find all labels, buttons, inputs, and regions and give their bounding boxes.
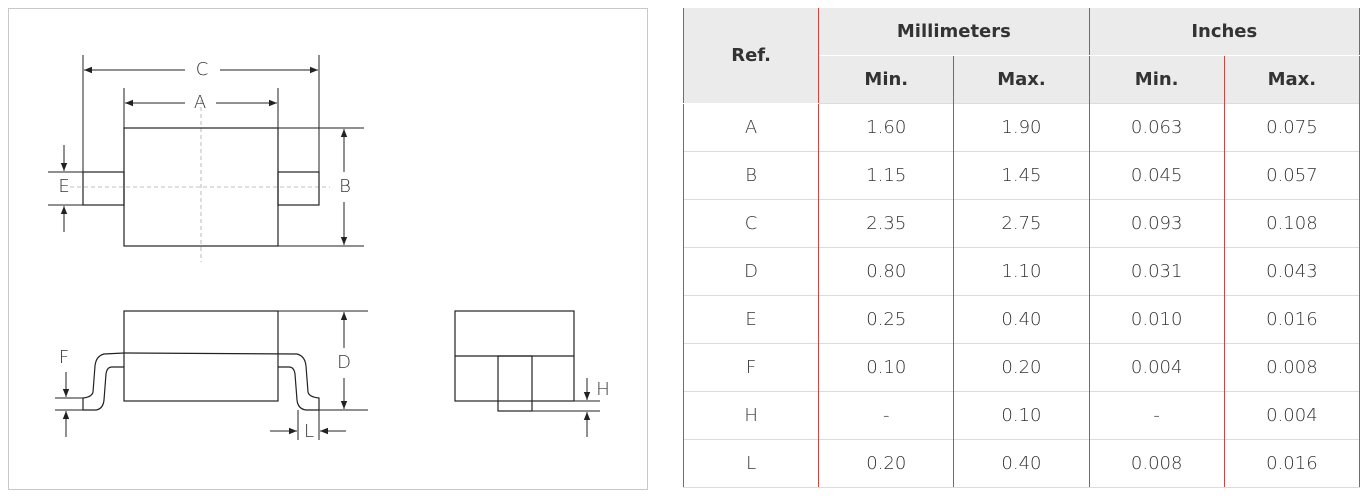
table-cell: E — [682, 295, 820, 344]
table-cell: A — [682, 103, 820, 152]
table-cell: 0.045 — [1088, 151, 1225, 200]
header-cell: Millimeters — [818, 8, 1090, 56]
dimension-label: L — [304, 421, 314, 442]
table-cell: 0.057 — [1223, 151, 1361, 200]
dimension-table: Ref. Millimeters Inches Min. Max. Min. M… — [682, 8, 1361, 488]
table-cell: 0.075 — [1223, 103, 1361, 152]
table-cell: 0.40 — [953, 439, 1090, 488]
table-row: B 1.15 1.45 0.045 0.057 — [682, 151, 1361, 200]
table-cell: 0.20 — [818, 439, 955, 488]
table-cell: 0.016 — [1223, 295, 1361, 344]
table-cell: 0.016 — [1223, 439, 1361, 488]
table-cell: 2.35 — [818, 199, 955, 248]
table-cell: C — [682, 199, 820, 248]
dimension-labels: CA E B F D L H — [58, 59, 609, 442]
dimension-lines — [48, 55, 600, 440]
table-cell: 0.008 — [1088, 439, 1225, 488]
header-cell: Max. — [1223, 55, 1361, 104]
table-cell: 0.008 — [1223, 343, 1361, 392]
table-cell: - — [1088, 391, 1225, 440]
table-cell: 0.20 — [953, 343, 1090, 392]
table-row: A 1.60 1.90 0.063 0.075 — [682, 103, 1361, 152]
header-cell: Min. — [1088, 55, 1225, 104]
table-cell: 1.60 — [818, 103, 955, 152]
table-cell: 0.80 — [818, 247, 955, 296]
dimension-label: A — [194, 92, 206, 113]
header-cell: Ref. — [682, 8, 820, 104]
dimension-label: F — [59, 347, 69, 368]
table-cell: 0.10 — [818, 343, 955, 392]
table-cell: B — [682, 151, 820, 200]
table-row: H -0.10-0.004 — [682, 391, 1361, 440]
header-cell: Max. — [953, 55, 1090, 104]
table-cell: 1.90 — [953, 103, 1090, 152]
package-drawing: CA E B F D L H — [48, 55, 610, 442]
table-cell: 2.75 — [953, 199, 1090, 248]
table-cell: 0.093 — [1088, 199, 1225, 248]
table-cell: 0.010 — [1088, 295, 1225, 344]
table-body: A 1.60 1.90 0.063 0.075 B 1.15 1.45 0.045 0.057 C 2… — [682, 103, 1361, 488]
table-cell: 0.063 — [1088, 103, 1225, 152]
table-row: E 0.25 0.40 0.010 0.016 — [682, 295, 1361, 344]
table-cell: 0.25 — [818, 295, 955, 344]
dimension-label: E — [58, 176, 69, 197]
table-cell: 0.40 — [953, 295, 1090, 344]
table-cell: 0.031 — [1088, 247, 1225, 296]
table-cell: 1.15 — [818, 151, 955, 200]
dimension-label: C — [196, 59, 209, 80]
table-cell: F — [682, 343, 820, 392]
table-row: F 0.10 0.20 0.004 0.008 — [682, 343, 1361, 392]
dimension-label: B — [339, 176, 351, 197]
table-cell: 0.004 — [1223, 391, 1361, 440]
table-cell: 0.108 — [1223, 199, 1361, 248]
table-cell: - — [818, 391, 955, 440]
dimension-label: D — [337, 352, 351, 373]
table-cell: 0.043 — [1223, 247, 1361, 296]
table-row: D 0.80 1.10 0.031 0.043 — [682, 247, 1361, 296]
header-cell: Min. — [818, 55, 955, 104]
table-cell: 0.004 — [1088, 343, 1225, 392]
table-cell: D — [682, 247, 820, 296]
table-row: L 0.20 0.40 0.008 0.016 — [682, 439, 1361, 488]
table-cell: L — [682, 439, 820, 488]
outline — [70, 100, 575, 412]
table-cell: 1.10 — [953, 247, 1090, 296]
table-row: C 2.35 2.75 0.093 0.108 — [682, 199, 1361, 248]
drawing-panel — [8, 8, 648, 490]
dimension-label: H — [596, 379, 610, 400]
header-cell: Inches — [1088, 8, 1361, 56]
table-cell: H — [682, 391, 820, 440]
table-cell: 1.45 — [953, 151, 1090, 200]
table-cell: 0.10 — [953, 391, 1090, 440]
